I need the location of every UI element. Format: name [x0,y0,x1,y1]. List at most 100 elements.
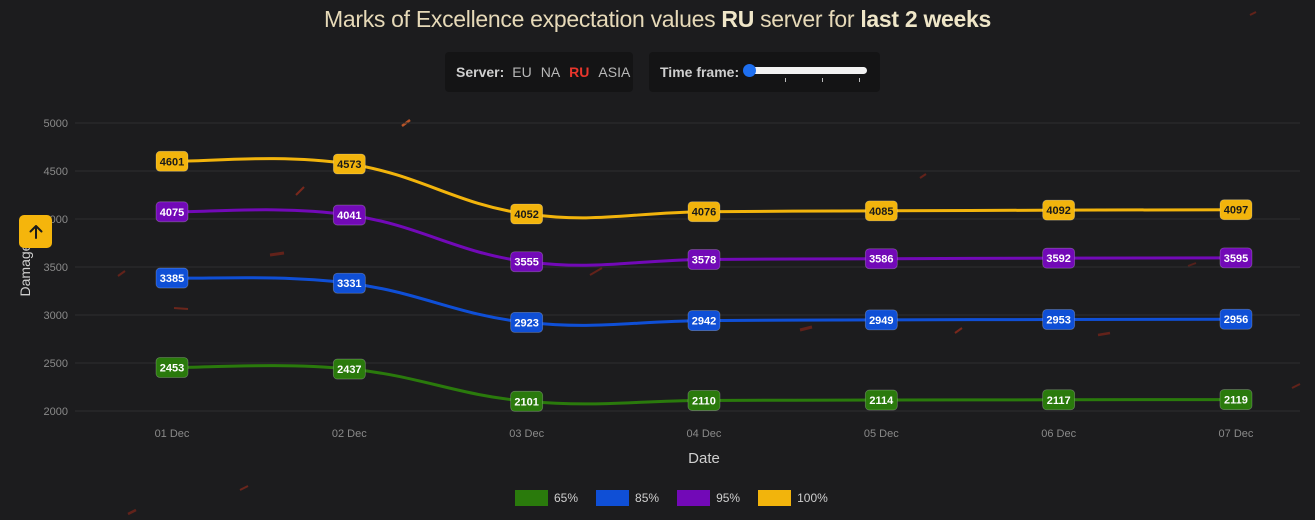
y-tick-label: 3000 [44,310,68,322]
data-label-box [864,248,898,270]
data-label-text: 4085 [869,206,893,218]
data-label-text: 3595 [1224,253,1248,265]
data-label-box [1042,199,1076,221]
legend-label: 100% [797,491,828,505]
data-label-text: 4076 [692,207,716,219]
legend-swatch [758,490,792,506]
data-label-text: 4052 [514,209,538,221]
data-label: 2923 [510,311,544,333]
slider-track[interactable] [745,67,868,74]
x-axis-label: Date [688,450,720,467]
data-label-text: 3578 [692,255,716,267]
x-tick-label: 07 Dec [1219,428,1254,440]
data-label: 2101 [510,390,544,412]
data-label-box [864,389,898,411]
data-label: 3586 [864,248,898,270]
title-prefix: Marks of Excellence expectation values [323,6,716,32]
scroll-up-button[interactable] [19,215,52,248]
data-label-box [687,249,721,270]
legend-item-65[interactable]: 65% [515,490,578,506]
y-tick-label: 2500 [44,358,68,370]
data-label-text: 2953 [1046,315,1070,327]
x-tick-label: 05 Dec [864,428,899,440]
legend-item-85[interactable]: 85% [596,490,659,506]
data-label-text: 4041 [337,210,361,222]
data-label-text: 4573 [337,159,361,171]
data-label: 2110 [687,390,721,411]
data-label: 4092 [1042,199,1076,221]
time-frame-slider[interactable] [743,61,868,83]
data-label-box [332,204,366,226]
data-label-text: 2119 [1224,395,1248,407]
data-label-box [510,390,544,412]
legend-item-100[interactable]: 100% [758,490,828,506]
title-server: RU [721,6,755,32]
data-label-text: 4075 [160,207,184,219]
data-label-text: 2949 [869,315,893,327]
title-period: last 2 weeks [860,6,992,32]
x-tick-label: 02 Dec [332,428,367,440]
data-label-box [1042,389,1076,411]
data-label: 3385 [155,267,189,289]
data-label-box [332,272,366,294]
data-label: 2453 [155,357,189,378]
gridlines [75,122,1300,412]
server-option-na[interactable]: NA [540,64,561,80]
data-label: 2114 [864,389,898,411]
data-label: 4573 [332,153,366,175]
slider-tick [859,78,861,82]
data-label-text: 2110 [692,395,716,407]
server-option-eu[interactable]: EU [512,64,532,80]
legend-swatch [677,490,711,506]
data-label-text: 2453 [160,363,184,375]
data-label-text: 2114 [869,395,894,407]
data-label: 4075 [155,201,189,223]
data-label-box [510,311,544,333]
slider-tick [822,78,824,82]
data-label-text: 3555 [514,257,538,269]
data-label: 4041 [332,204,366,226]
data-label: 2437 [332,358,366,380]
data-label: 4076 [687,201,721,223]
data-label: 4085 [864,200,898,222]
legend-swatch [596,490,630,506]
data-label: 2949 [864,309,898,331]
x-tick-label: 04 Dec [687,428,722,440]
data-label-text: 4092 [1046,205,1070,217]
data-label-text: 4097 [1224,205,1248,217]
x-tick-label: 03 Dec [509,428,544,440]
data-label: 4601 [155,150,189,172]
data-label-box [1042,247,1076,269]
server-selector: Server: EU NA RU ASIA [445,52,633,92]
data-label-box [155,201,189,223]
data-label: 3331 [332,272,366,294]
server-option-asia[interactable]: ASIA [598,64,631,80]
data-label-text: 4601 [160,156,184,168]
data-label-box [332,153,366,175]
data-label-box [687,201,721,223]
data-label-box [510,203,544,225]
data-label: 4097 [1219,199,1253,221]
data-label: 2119 [1219,389,1253,410]
time-frame-label: Time frame: [660,64,740,80]
data-label: 3555 [510,251,544,273]
data-label-box [687,390,721,411]
data-label-text: 3586 [869,254,893,266]
server-option-ru[interactable]: RU [569,64,590,80]
series-lines [171,157,1236,406]
legend-label: 95% [716,491,741,505]
data-labels: 2453 2437 2101 2110 2114 2117 2119 3385 3331 2923… [155,150,1253,412]
data-label-box [332,358,366,380]
arrow-up-icon [29,224,42,239]
data-label-text: 2956 [1224,314,1248,326]
title-middle: server for [760,6,855,32]
data-label-box [864,200,898,222]
legend-label: 85% [635,491,660,505]
legend-item-95[interactable]: 95% [677,490,740,506]
data-label: 2117 [1042,389,1076,411]
slider-thumb[interactable] [743,64,757,77]
y-tick-label: 4500 [44,166,68,178]
data-label-text: 3331 [337,278,361,290]
